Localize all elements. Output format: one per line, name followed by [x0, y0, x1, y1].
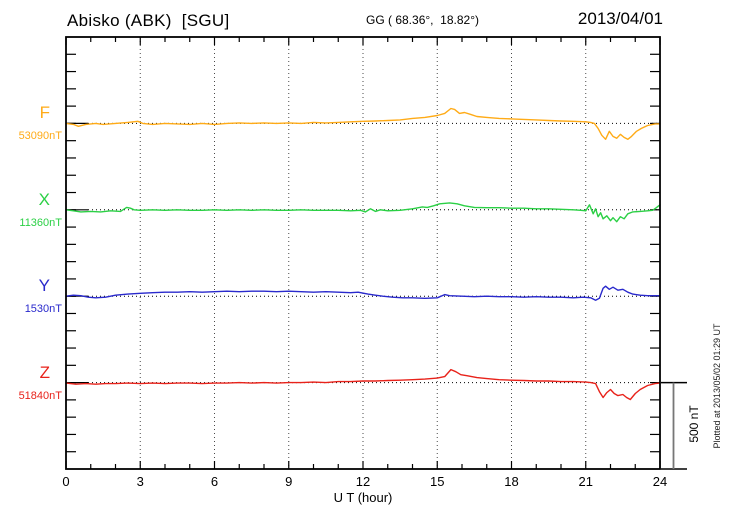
component-baseline-x: 11360nT	[19, 217, 62, 229]
x-tick-label-15: 15	[430, 474, 445, 489]
x-tick-label-21: 21	[578, 474, 593, 489]
geographic-coordinates: GG ( 68.36°, 18.82°)	[366, 13, 479, 27]
component-baseline-z: 51840nT	[18, 390, 62, 402]
x-tick-label-18: 18	[504, 474, 519, 489]
component-baseline-f: 53090nT	[18, 130, 62, 142]
x-tick-label-0: 0	[62, 474, 70, 489]
x-tick-label-24: 24	[652, 474, 668, 489]
plot-frame	[65, 36, 661, 470]
x-tick-label-12: 12	[355, 474, 371, 489]
x-tick-label-6: 6	[210, 474, 219, 489]
plot-date: 2013/04/01	[577, 9, 663, 28]
x-axis-label: U T (hour)	[333, 490, 393, 505]
x-tick-label-3: 3	[136, 474, 144, 489]
component-name-x: X	[38, 190, 50, 209]
trace-f	[65, 107, 661, 141]
component-baseline-y: 1530nT	[24, 303, 62, 315]
component-name-z: Z	[39, 363, 50, 382]
trace-z	[65, 368, 661, 401]
station-title: Abisko (ABK) [SGU]	[67, 11, 230, 30]
trace-y	[65, 285, 661, 301]
component-name-y: Y	[38, 276, 50, 295]
x-tick-label-9: 9	[285, 474, 293, 489]
trace-x	[65, 202, 661, 223]
scale-bar-label: 500 nT	[687, 405, 701, 443]
component-name-f: F	[39, 103, 50, 122]
plotted-timestamp-note: Plotted at 2013/05/02 01:29 UT	[712, 323, 722, 449]
